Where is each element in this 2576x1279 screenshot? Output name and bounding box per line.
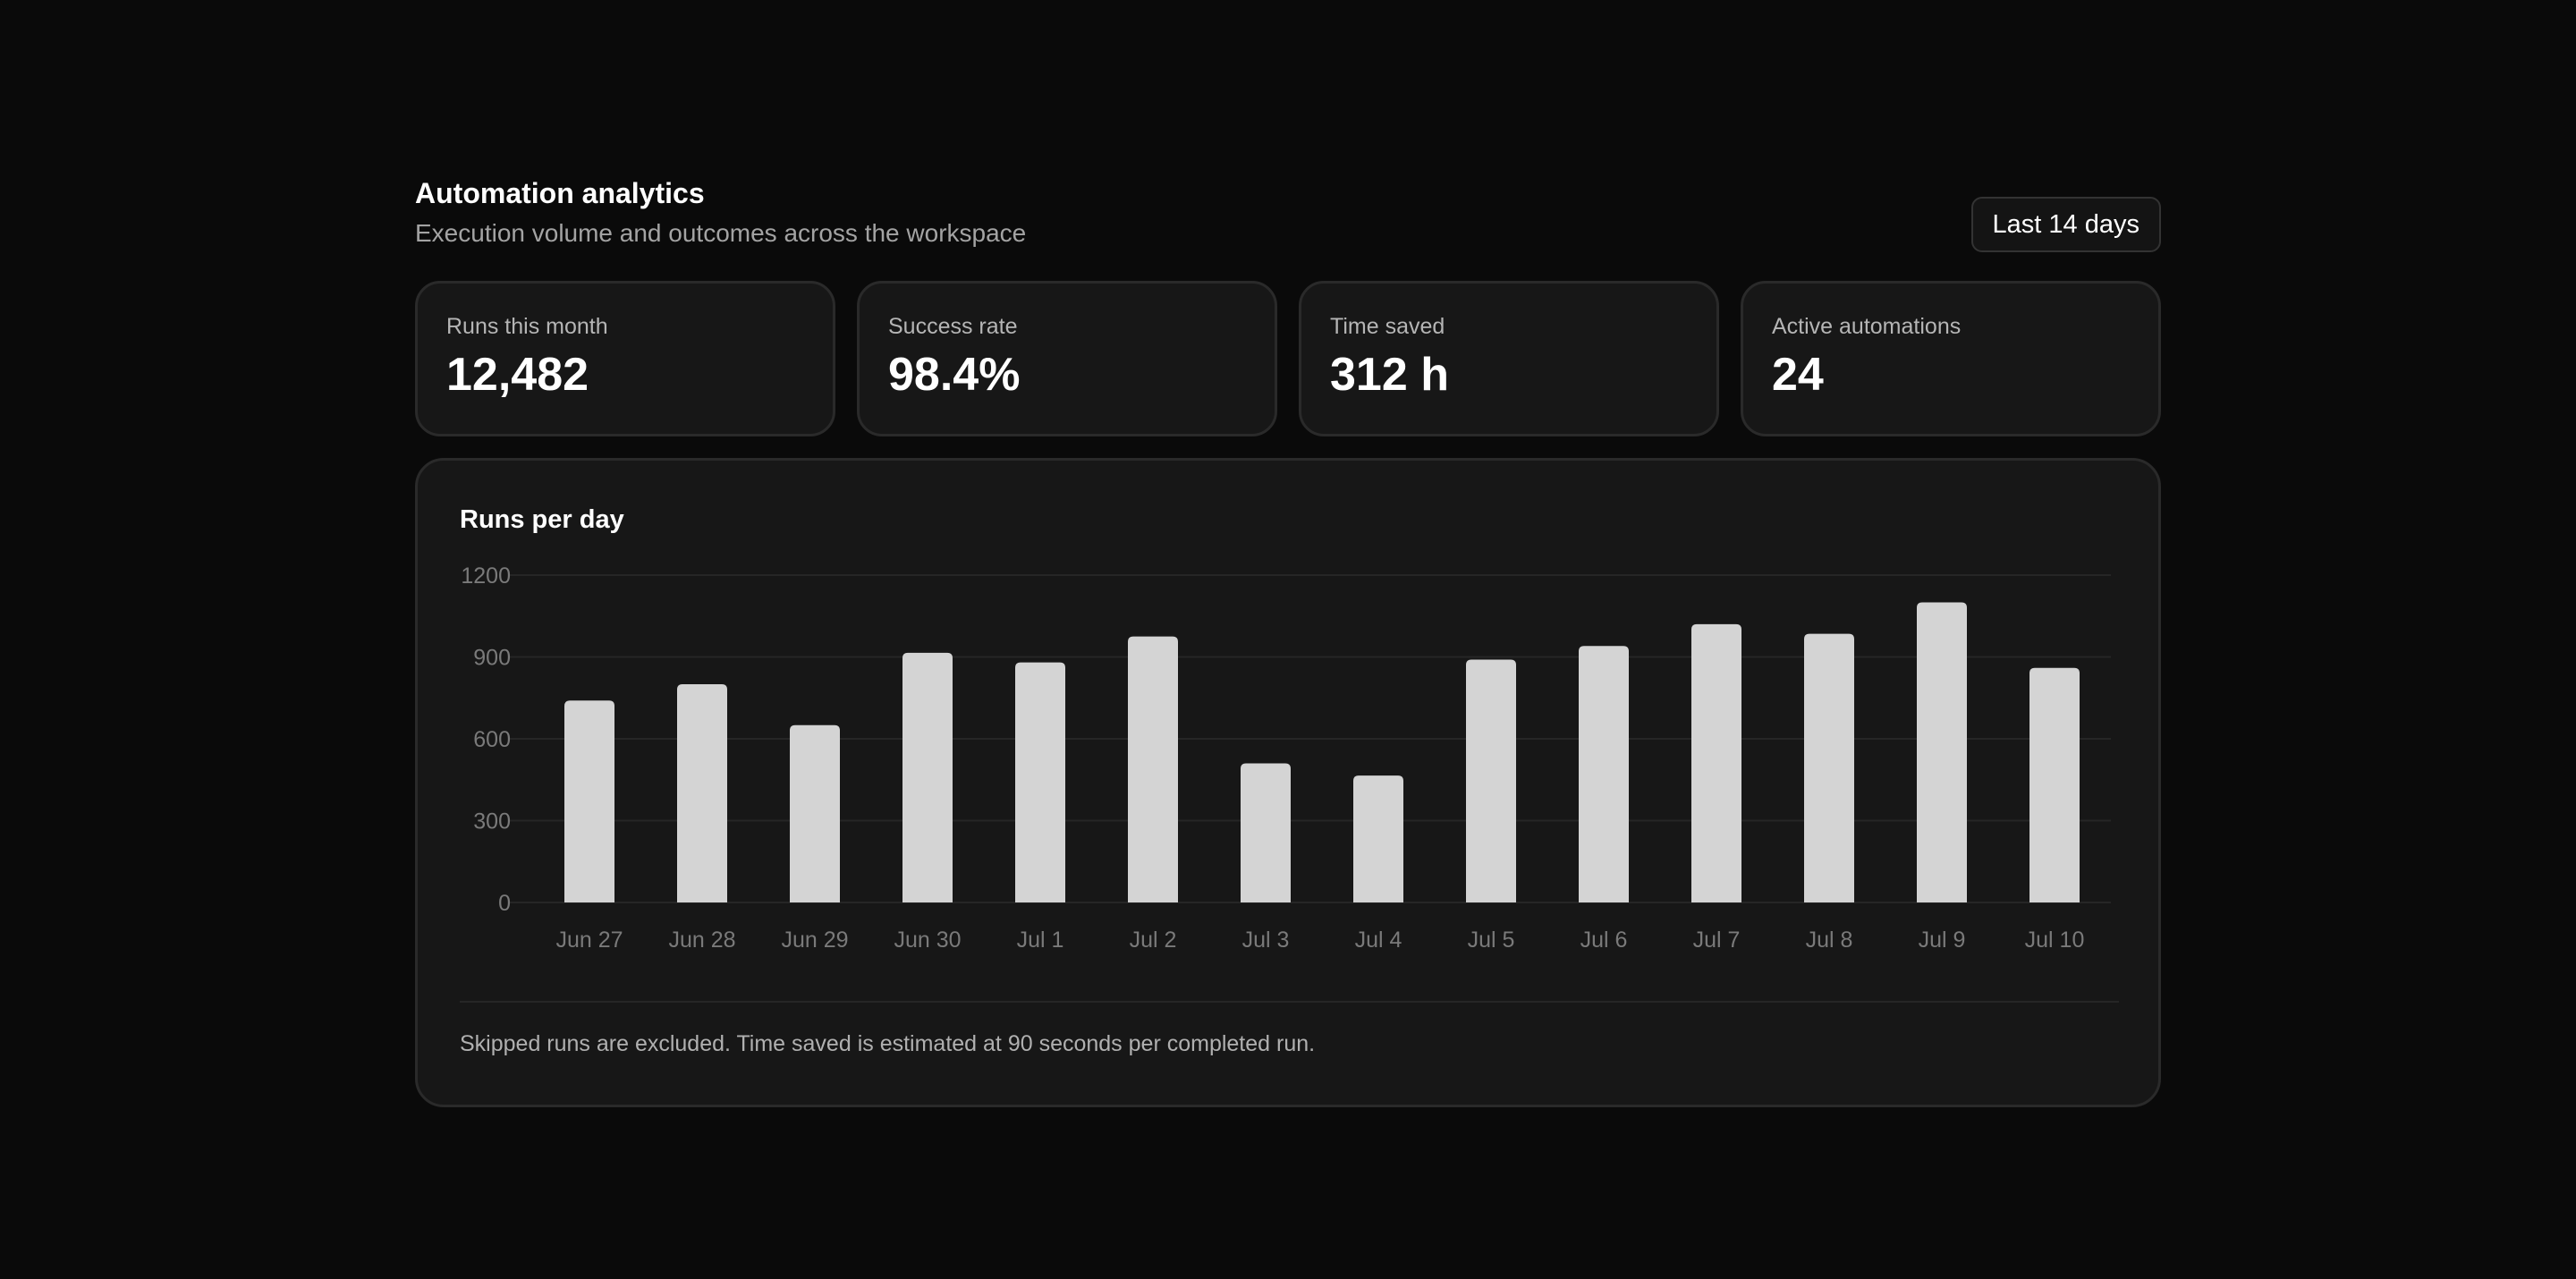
stat-card-runs: Runs this month 12,482 xyxy=(415,281,835,436)
stat-cards: Runs this month 12,482 Success rate 98.4… xyxy=(415,281,2161,436)
bar xyxy=(1917,602,1967,902)
bar xyxy=(1241,763,1291,902)
bar xyxy=(1353,775,1403,902)
y-tick-label: 600 xyxy=(473,727,511,752)
divider xyxy=(460,1001,2119,1003)
stat-card-success-rate: Success rate 98.4% xyxy=(857,281,1277,436)
runs-chart-card: Runs per day 0 300 600 900 1200 Jun 27 Jun 28 J… xyxy=(415,458,2161,1107)
bar xyxy=(1691,623,1741,902)
x-tick-label: Jun 27 xyxy=(555,927,623,953)
x-tick-label: Jul 6 xyxy=(1580,927,1628,953)
bar xyxy=(1466,659,1516,902)
stat-value: 24 xyxy=(1772,349,1824,401)
x-tick-label: Jun 28 xyxy=(668,927,735,953)
x-tick-label: Jul 9 xyxy=(1919,927,1966,953)
stat-label: Active automations xyxy=(1772,314,1962,339)
page-header: Automation analytics Execution volume an… xyxy=(415,175,2161,283)
y-tick-label: 900 xyxy=(473,646,511,671)
stat-value: 312 h xyxy=(1330,349,1449,401)
date-range-button[interactable]: Last 14 days xyxy=(1970,197,2161,252)
stat-label: Success rate xyxy=(888,314,1018,339)
bar xyxy=(2029,667,2080,902)
x-tick-label: Jun 29 xyxy=(781,927,848,953)
stat-value: 98.4% xyxy=(888,349,1021,401)
x-tick-label: Jul 8 xyxy=(1806,927,1853,953)
stat-label: Runs this month xyxy=(446,314,608,339)
bar xyxy=(1015,662,1065,902)
page-subtitle: Execution volume and outcomes across the… xyxy=(415,219,1027,247)
bar xyxy=(902,652,953,902)
stat-card-active-automations: Active automations 24 xyxy=(1741,281,2161,436)
y-tick-label: 0 xyxy=(498,891,511,916)
x-tick-label: Jul 3 xyxy=(1242,927,1290,953)
x-tick-label: Jun 30 xyxy=(894,927,961,953)
bar xyxy=(790,724,840,902)
y-tick-label: 300 xyxy=(473,809,511,834)
bar xyxy=(1804,633,1854,902)
x-tick-label: Jul 4 xyxy=(1355,927,1402,953)
bar xyxy=(564,700,614,902)
x-tick-label: Jul 2 xyxy=(1130,927,1177,953)
x-tick-label: Jul 1 xyxy=(1017,927,1064,953)
runs-per-day-chart: 0 300 600 900 1200 Jun 27 Jun 28 Jun 29 Jun 30 Ju… xyxy=(461,563,2111,953)
stat-card-time-saved: Time saved 312 h xyxy=(1299,281,1719,436)
stat-value: 12,482 xyxy=(446,349,589,401)
chart-footnote: Skipped runs are excluded. Time saved is… xyxy=(460,1031,1316,1056)
x-tick-label: Jul 10 xyxy=(2025,927,2085,953)
bar xyxy=(1128,636,1178,902)
bar xyxy=(677,684,727,902)
analytics-panel: Automation analytics Execution volume an… xyxy=(415,175,2161,1107)
x-tick-label: Jul 5 xyxy=(1468,927,1515,953)
y-tick-label: 1200 xyxy=(461,563,511,589)
bar xyxy=(1579,646,1629,902)
stat-label: Time saved xyxy=(1330,314,1445,339)
chart-title: Runs per day xyxy=(460,505,624,534)
page-title: Automation analytics xyxy=(415,177,705,209)
x-tick-label: Jul 7 xyxy=(1693,927,1741,953)
